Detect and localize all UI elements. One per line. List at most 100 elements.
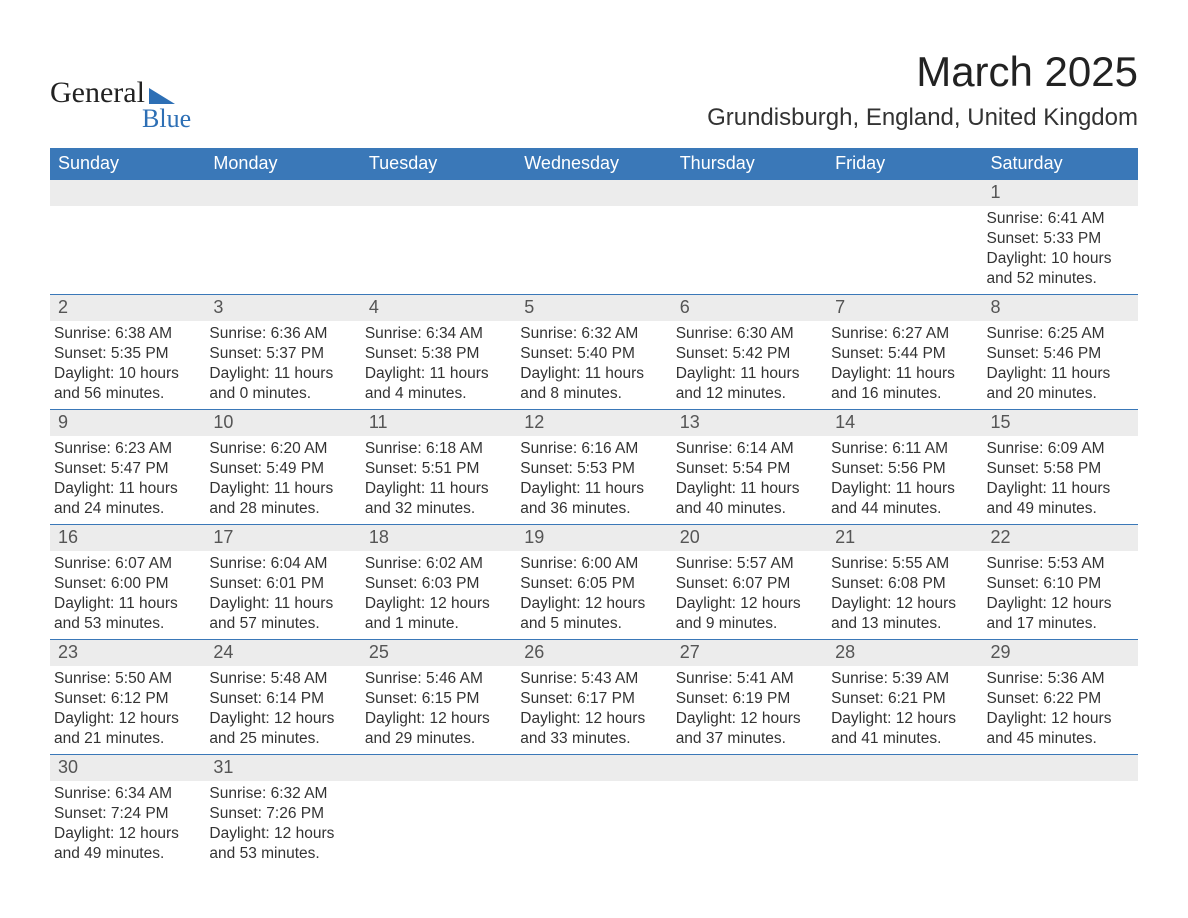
day-detail-cell <box>50 206 205 295</box>
day-detail-cell: Sunrise: 6:41 AMSunset: 5:33 PMDaylight:… <box>983 206 1138 295</box>
day-detail-cell: Sunrise: 6:00 AMSunset: 6:05 PMDaylight:… <box>516 551 671 640</box>
header: General Blue March 2025 Grundisburgh, En… <box>50 48 1138 134</box>
weekday-header: Saturday <box>983 148 1138 180</box>
day-number-cell <box>672 180 827 206</box>
day-number-row: 9101112131415 <box>50 410 1138 436</box>
sunset-line: Sunset: 5:38 PM <box>365 344 510 364</box>
daylight-line: Daylight: 12 hours and 41 minutes. <box>831 709 976 749</box>
sunset-line: Sunset: 6:10 PM <box>987 574 1132 594</box>
sunset-line: Sunset: 5:58 PM <box>987 459 1132 479</box>
day-detail-cell: Sunrise: 5:46 AMSunset: 6:15 PMDaylight:… <box>361 666 516 755</box>
day-number-cell: 22 <box>983 525 1138 551</box>
day-number-cell: 7 <box>827 295 982 321</box>
day-detail-cell: Sunrise: 6:18 AMSunset: 5:51 PMDaylight:… <box>361 436 516 525</box>
day-detail-cell <box>827 781 982 870</box>
daylight-line: Daylight: 11 hours and 24 minutes. <box>54 479 199 519</box>
sunrise-line: Sunrise: 6:09 AM <box>987 439 1132 459</box>
day-detail-cell: Sunrise: 6:34 AMSunset: 7:24 PMDaylight:… <box>50 781 205 870</box>
daylight-line: Daylight: 11 hours and 40 minutes. <box>676 479 821 519</box>
sunrise-line: Sunrise: 6:02 AM <box>365 554 510 574</box>
day-number-cell: 4 <box>361 295 516 321</box>
day-detail-cell: Sunrise: 6:32 AMSunset: 7:26 PMDaylight:… <box>205 781 360 870</box>
day-detail-cell: Sunrise: 5:55 AMSunset: 6:08 PMDaylight:… <box>827 551 982 640</box>
daylight-line: Daylight: 11 hours and 57 minutes. <box>209 594 354 634</box>
day-detail-cell <box>205 206 360 295</box>
weekday-header-row: Sunday Monday Tuesday Wednesday Thursday… <box>50 148 1138 180</box>
day-detail-cell: Sunrise: 5:50 AMSunset: 6:12 PMDaylight:… <box>50 666 205 755</box>
weekday-header: Sunday <box>50 148 205 180</box>
day-detail-row: Sunrise: 6:34 AMSunset: 7:24 PMDaylight:… <box>50 781 1138 870</box>
calendar: Sunday Monday Tuesday Wednesday Thursday… <box>50 148 1138 869</box>
daylight-line: Daylight: 11 hours and 8 minutes. <box>520 364 665 404</box>
day-number-cell <box>516 180 671 206</box>
day-number-row: 23242526272829 <box>50 640 1138 666</box>
day-number-cell: 10 <box>205 410 360 436</box>
sunrise-line: Sunrise: 6:30 AM <box>676 324 821 344</box>
day-detail-cell: Sunrise: 6:16 AMSunset: 5:53 PMDaylight:… <box>516 436 671 525</box>
sunrise-line: Sunrise: 5:43 AM <box>520 669 665 689</box>
day-number-cell: 27 <box>672 640 827 666</box>
day-number-cell: 15 <box>983 410 1138 436</box>
daylight-line: Daylight: 12 hours and 13 minutes. <box>831 594 976 634</box>
weekday-header: Monday <box>205 148 360 180</box>
sunrise-line: Sunrise: 6:23 AM <box>54 439 199 459</box>
day-number-cell: 29 <box>983 640 1138 666</box>
day-detail-cell: Sunrise: 6:11 AMSunset: 5:56 PMDaylight:… <box>827 436 982 525</box>
day-number-cell: 3 <box>205 295 360 321</box>
day-number-cell: 26 <box>516 640 671 666</box>
day-detail-cell: Sunrise: 6:38 AMSunset: 5:35 PMDaylight:… <box>50 321 205 410</box>
day-detail-cell: Sunrise: 5:43 AMSunset: 6:17 PMDaylight:… <box>516 666 671 755</box>
day-number-cell: 19 <box>516 525 671 551</box>
sunset-line: Sunset: 5:56 PM <box>831 459 976 479</box>
day-number-cell: 2 <box>50 295 205 321</box>
day-detail-cell: Sunrise: 6:07 AMSunset: 6:00 PMDaylight:… <box>50 551 205 640</box>
day-number-cell <box>827 180 982 206</box>
day-number-row: 16171819202122 <box>50 525 1138 551</box>
day-detail-row: Sunrise: 6:41 AMSunset: 5:33 PMDaylight:… <box>50 206 1138 295</box>
daylight-line: Daylight: 12 hours and 53 minutes. <box>209 824 354 864</box>
day-detail-cell: Sunrise: 5:57 AMSunset: 6:07 PMDaylight:… <box>672 551 827 640</box>
sunrise-line: Sunrise: 5:57 AM <box>676 554 821 574</box>
sunrise-line: Sunrise: 6:20 AM <box>209 439 354 459</box>
day-detail-cell: Sunrise: 6:32 AMSunset: 5:40 PMDaylight:… <box>516 321 671 410</box>
sunrise-line: Sunrise: 5:55 AM <box>831 554 976 574</box>
day-number-cell <box>827 755 982 781</box>
sunset-line: Sunset: 5:40 PM <box>520 344 665 364</box>
day-number-cell: 9 <box>50 410 205 436</box>
day-number-row: 2345678 <box>50 295 1138 321</box>
sunrise-line: Sunrise: 6:34 AM <box>54 784 199 804</box>
day-detail-cell: Sunrise: 6:20 AMSunset: 5:49 PMDaylight:… <box>205 436 360 525</box>
location: Grundisburgh, England, United Kingdom <box>707 104 1138 132</box>
sunrise-line: Sunrise: 5:46 AM <box>365 669 510 689</box>
sunrise-line: Sunrise: 6:38 AM <box>54 324 199 344</box>
day-detail-row: Sunrise: 6:07 AMSunset: 6:00 PMDaylight:… <box>50 551 1138 640</box>
day-number-cell: 21 <box>827 525 982 551</box>
sunset-line: Sunset: 6:22 PM <box>987 689 1132 709</box>
day-number-row: 1 <box>50 180 1138 206</box>
sunset-line: Sunset: 6:14 PM <box>209 689 354 709</box>
day-detail-cell: Sunrise: 6:02 AMSunset: 6:03 PMDaylight:… <box>361 551 516 640</box>
day-detail-cell <box>827 206 982 295</box>
sunrise-line: Sunrise: 6:18 AM <box>365 439 510 459</box>
daylight-line: Daylight: 11 hours and 49 minutes. <box>987 479 1132 519</box>
sunset-line: Sunset: 6:12 PM <box>54 689 199 709</box>
day-detail-cell: Sunrise: 5:41 AMSunset: 6:19 PMDaylight:… <box>672 666 827 755</box>
sunrise-line: Sunrise: 6:25 AM <box>987 324 1132 344</box>
daylight-line: Daylight: 11 hours and 4 minutes. <box>365 364 510 404</box>
sunrise-line: Sunrise: 5:48 AM <box>209 669 354 689</box>
daylight-line: Daylight: 12 hours and 45 minutes. <box>987 709 1132 749</box>
sunset-line: Sunset: 5:49 PM <box>209 459 354 479</box>
weekday-header: Friday <box>827 148 982 180</box>
sunset-line: Sunset: 5:44 PM <box>831 344 976 364</box>
sunset-line: Sunset: 6:19 PM <box>676 689 821 709</box>
day-number-cell: 28 <box>827 640 982 666</box>
sunrise-line: Sunrise: 6:32 AM <box>520 324 665 344</box>
weekday-header: Thursday <box>672 148 827 180</box>
daylight-line: Daylight: 12 hours and 29 minutes. <box>365 709 510 749</box>
daylight-line: Daylight: 11 hours and 36 minutes. <box>520 479 665 519</box>
sunrise-line: Sunrise: 6:04 AM <box>209 554 354 574</box>
month-title: March 2025 <box>707 48 1138 96</box>
day-detail-row: Sunrise: 6:38 AMSunset: 5:35 PMDaylight:… <box>50 321 1138 410</box>
day-number-cell: 31 <box>205 755 360 781</box>
day-detail-cell: Sunrise: 6:09 AMSunset: 5:58 PMDaylight:… <box>983 436 1138 525</box>
